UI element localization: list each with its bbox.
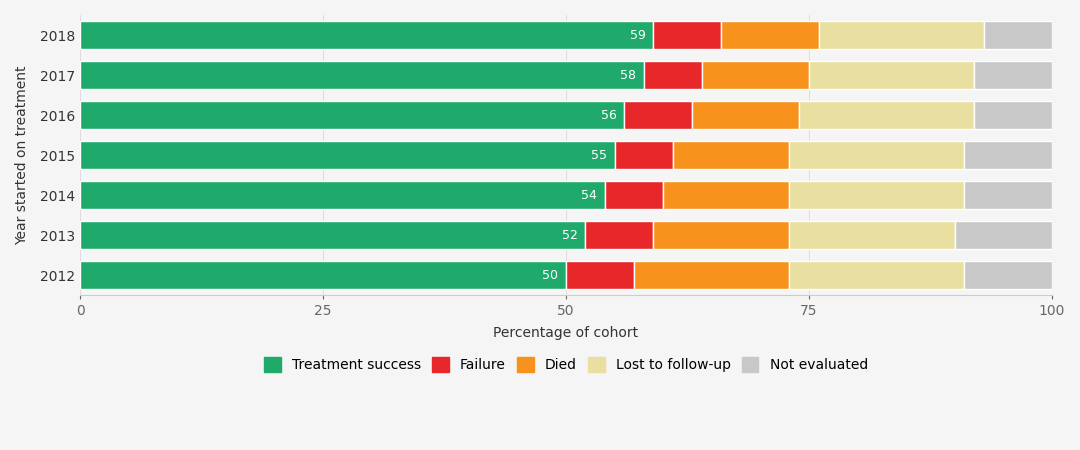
Bar xyxy=(692,101,799,130)
Text: 50: 50 xyxy=(542,269,558,282)
Bar xyxy=(984,21,1052,50)
Bar xyxy=(663,180,789,209)
Bar xyxy=(80,61,644,90)
Bar xyxy=(634,261,789,289)
Bar xyxy=(799,101,974,130)
Bar xyxy=(955,220,1052,249)
Bar xyxy=(644,61,702,90)
Text: 59: 59 xyxy=(630,28,646,41)
Bar xyxy=(80,261,566,289)
Bar xyxy=(789,261,964,289)
Bar xyxy=(80,21,653,50)
Bar xyxy=(80,101,624,130)
Bar xyxy=(964,141,1052,170)
Legend: Treatment success, Failure, Died, Lost to follow-up, Not evaluated: Treatment success, Failure, Died, Lost t… xyxy=(259,352,874,378)
Bar xyxy=(585,220,653,249)
Bar xyxy=(789,220,955,249)
Bar xyxy=(80,141,615,170)
Y-axis label: Year started on treatment: Year started on treatment xyxy=(15,65,29,245)
Bar xyxy=(653,220,789,249)
Bar xyxy=(80,180,605,209)
Bar xyxy=(615,141,673,170)
Bar xyxy=(721,21,819,50)
Text: 52: 52 xyxy=(562,229,578,242)
Text: 56: 56 xyxy=(600,108,617,122)
Bar xyxy=(702,61,809,90)
Bar xyxy=(624,101,692,130)
Text: 55: 55 xyxy=(591,148,607,162)
Bar xyxy=(789,180,964,209)
Bar xyxy=(566,261,634,289)
Bar xyxy=(673,141,789,170)
Bar xyxy=(974,61,1052,90)
Bar xyxy=(809,61,974,90)
Bar xyxy=(605,180,663,209)
Bar xyxy=(653,21,721,50)
Bar xyxy=(964,180,1052,209)
Bar xyxy=(789,141,964,170)
Bar xyxy=(964,261,1052,289)
Bar xyxy=(80,220,585,249)
Text: 54: 54 xyxy=(581,189,597,202)
Bar xyxy=(819,21,984,50)
Bar xyxy=(974,101,1052,130)
X-axis label: Percentage of cohort: Percentage of cohort xyxy=(494,326,638,341)
Text: 58: 58 xyxy=(620,68,636,81)
